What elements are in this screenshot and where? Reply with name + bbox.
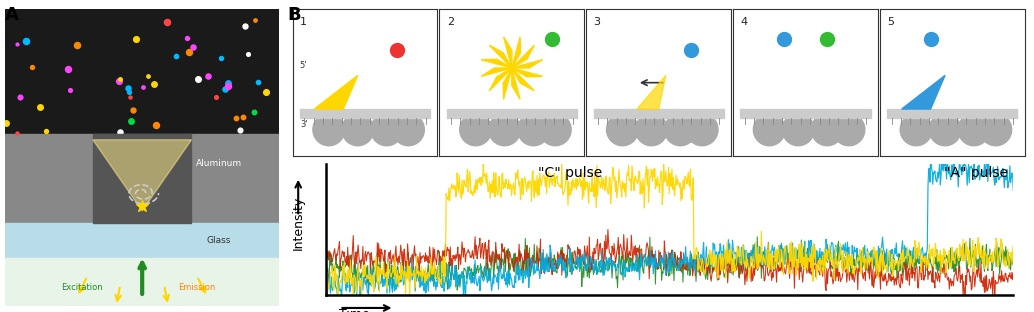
Polygon shape [512,45,535,68]
Ellipse shape [393,114,424,146]
Text: 3': 3' [300,120,307,129]
Ellipse shape [518,114,549,146]
Text: Aluminum: Aluminum [195,159,242,168]
Bar [887,109,1017,118]
Text: 1: 1 [300,17,307,27]
Polygon shape [504,68,512,99]
Polygon shape [93,140,191,211]
Polygon shape [481,59,512,68]
Ellipse shape [371,114,402,146]
Text: 5: 5 [887,17,894,27]
Bar [5,223,279,258]
Text: "A" pulse: "A" pulse [943,166,1007,180]
Polygon shape [489,68,512,91]
Polygon shape [512,68,535,91]
Bar [5,258,279,306]
Ellipse shape [636,114,667,146]
Text: 5': 5' [300,61,307,70]
Polygon shape [512,37,520,68]
Text: "C" pulse: "C" pulse [538,166,602,180]
Text: B: B [287,6,301,24]
Text: 4: 4 [740,17,748,27]
Ellipse shape [460,114,491,146]
Polygon shape [637,76,666,109]
Text: Time: Time [339,308,370,312]
Ellipse shape [754,114,785,146]
Ellipse shape [980,114,1011,146]
Polygon shape [489,45,512,68]
Polygon shape [314,76,358,109]
Text: 2: 2 [447,17,454,27]
Ellipse shape [959,114,990,146]
Bar [300,109,430,118]
Ellipse shape [607,114,638,146]
Polygon shape [902,76,945,109]
Ellipse shape [342,114,373,146]
Ellipse shape [930,114,961,146]
Bar [740,109,871,118]
Bar [5,9,279,134]
Ellipse shape [833,114,864,146]
Ellipse shape [489,114,520,146]
Polygon shape [481,68,512,76]
Ellipse shape [783,114,814,146]
Text: Excitation: Excitation [61,284,102,292]
Text: Intensity: Intensity [292,196,305,250]
Polygon shape [512,68,543,77]
Text: 3: 3 [594,17,601,27]
Polygon shape [504,37,512,68]
Ellipse shape [687,114,718,146]
Bar [594,109,724,118]
Ellipse shape [313,114,344,146]
Bar [5,134,279,223]
Text: Emission: Emission [178,284,216,292]
Text: A: A [5,6,19,24]
Text: Glass: Glass [207,236,231,245]
Polygon shape [512,60,543,68]
Bar [447,109,577,118]
Ellipse shape [665,114,696,146]
Bar [93,134,191,223]
Polygon shape [512,68,520,99]
Ellipse shape [812,114,843,146]
Ellipse shape [540,114,571,146]
Ellipse shape [901,114,932,146]
